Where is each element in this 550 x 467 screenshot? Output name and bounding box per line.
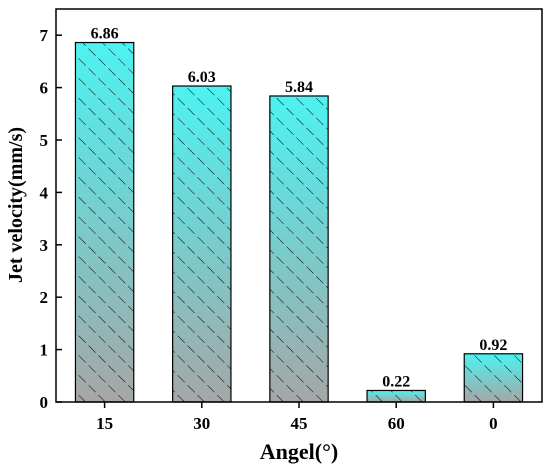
- x-axis-ticks: 15 30 45 60 0: [96, 402, 498, 433]
- bar-hatch: [366, 389, 426, 403]
- x-tick-label-45: 45: [291, 414, 308, 433]
- x-tick-label-60: 60: [388, 414, 405, 433]
- value-label-0: 0.92: [479, 337, 507, 354]
- y-tick-label-7: 7: [40, 26, 49, 45]
- bar-0: [463, 353, 524, 403]
- bar-hatch: [463, 353, 524, 403]
- y-axis-ticks: 0 1 2 3 4 5 6 7: [40, 26, 62, 412]
- y-tick-label-3: 3: [40, 236, 49, 255]
- bar-30: [172, 85, 232, 403]
- bar-60: [366, 389, 426, 403]
- y-tick-label-4: 4: [40, 183, 49, 202]
- bar-hatch: [172, 85, 232, 403]
- bar-hatch: [74, 41, 135, 403]
- x-tick-label-30: 30: [193, 414, 210, 433]
- y-tick-label-1: 1: [40, 341, 49, 360]
- value-label-60: 0.22: [382, 373, 410, 390]
- bar-45: [269, 95, 329, 403]
- x-tick-label-15: 15: [96, 414, 113, 433]
- y-tick-label-2: 2: [40, 288, 49, 307]
- y-axis-title: Jet velocity(mm/s): [5, 127, 27, 283]
- value-labels: 6.86 6.03 5.84 0.22 0.92: [91, 26, 508, 391]
- x-tick-label-0: 0: [489, 414, 498, 433]
- bar-hatch: [269, 95, 329, 403]
- bars-layer: [74, 41, 524, 403]
- x-axis-title: Angel(°): [260, 439, 338, 464]
- y-tick-label-5: 5: [40, 131, 49, 150]
- y-tick-label-6: 6: [40, 79, 49, 98]
- value-label-45: 5.84: [285, 79, 313, 96]
- bar-15: [74, 41, 135, 403]
- value-label-15: 6.86: [91, 26, 119, 43]
- y-tick-label-0: 0: [40, 393, 49, 412]
- value-label-30: 6.03: [188, 69, 216, 86]
